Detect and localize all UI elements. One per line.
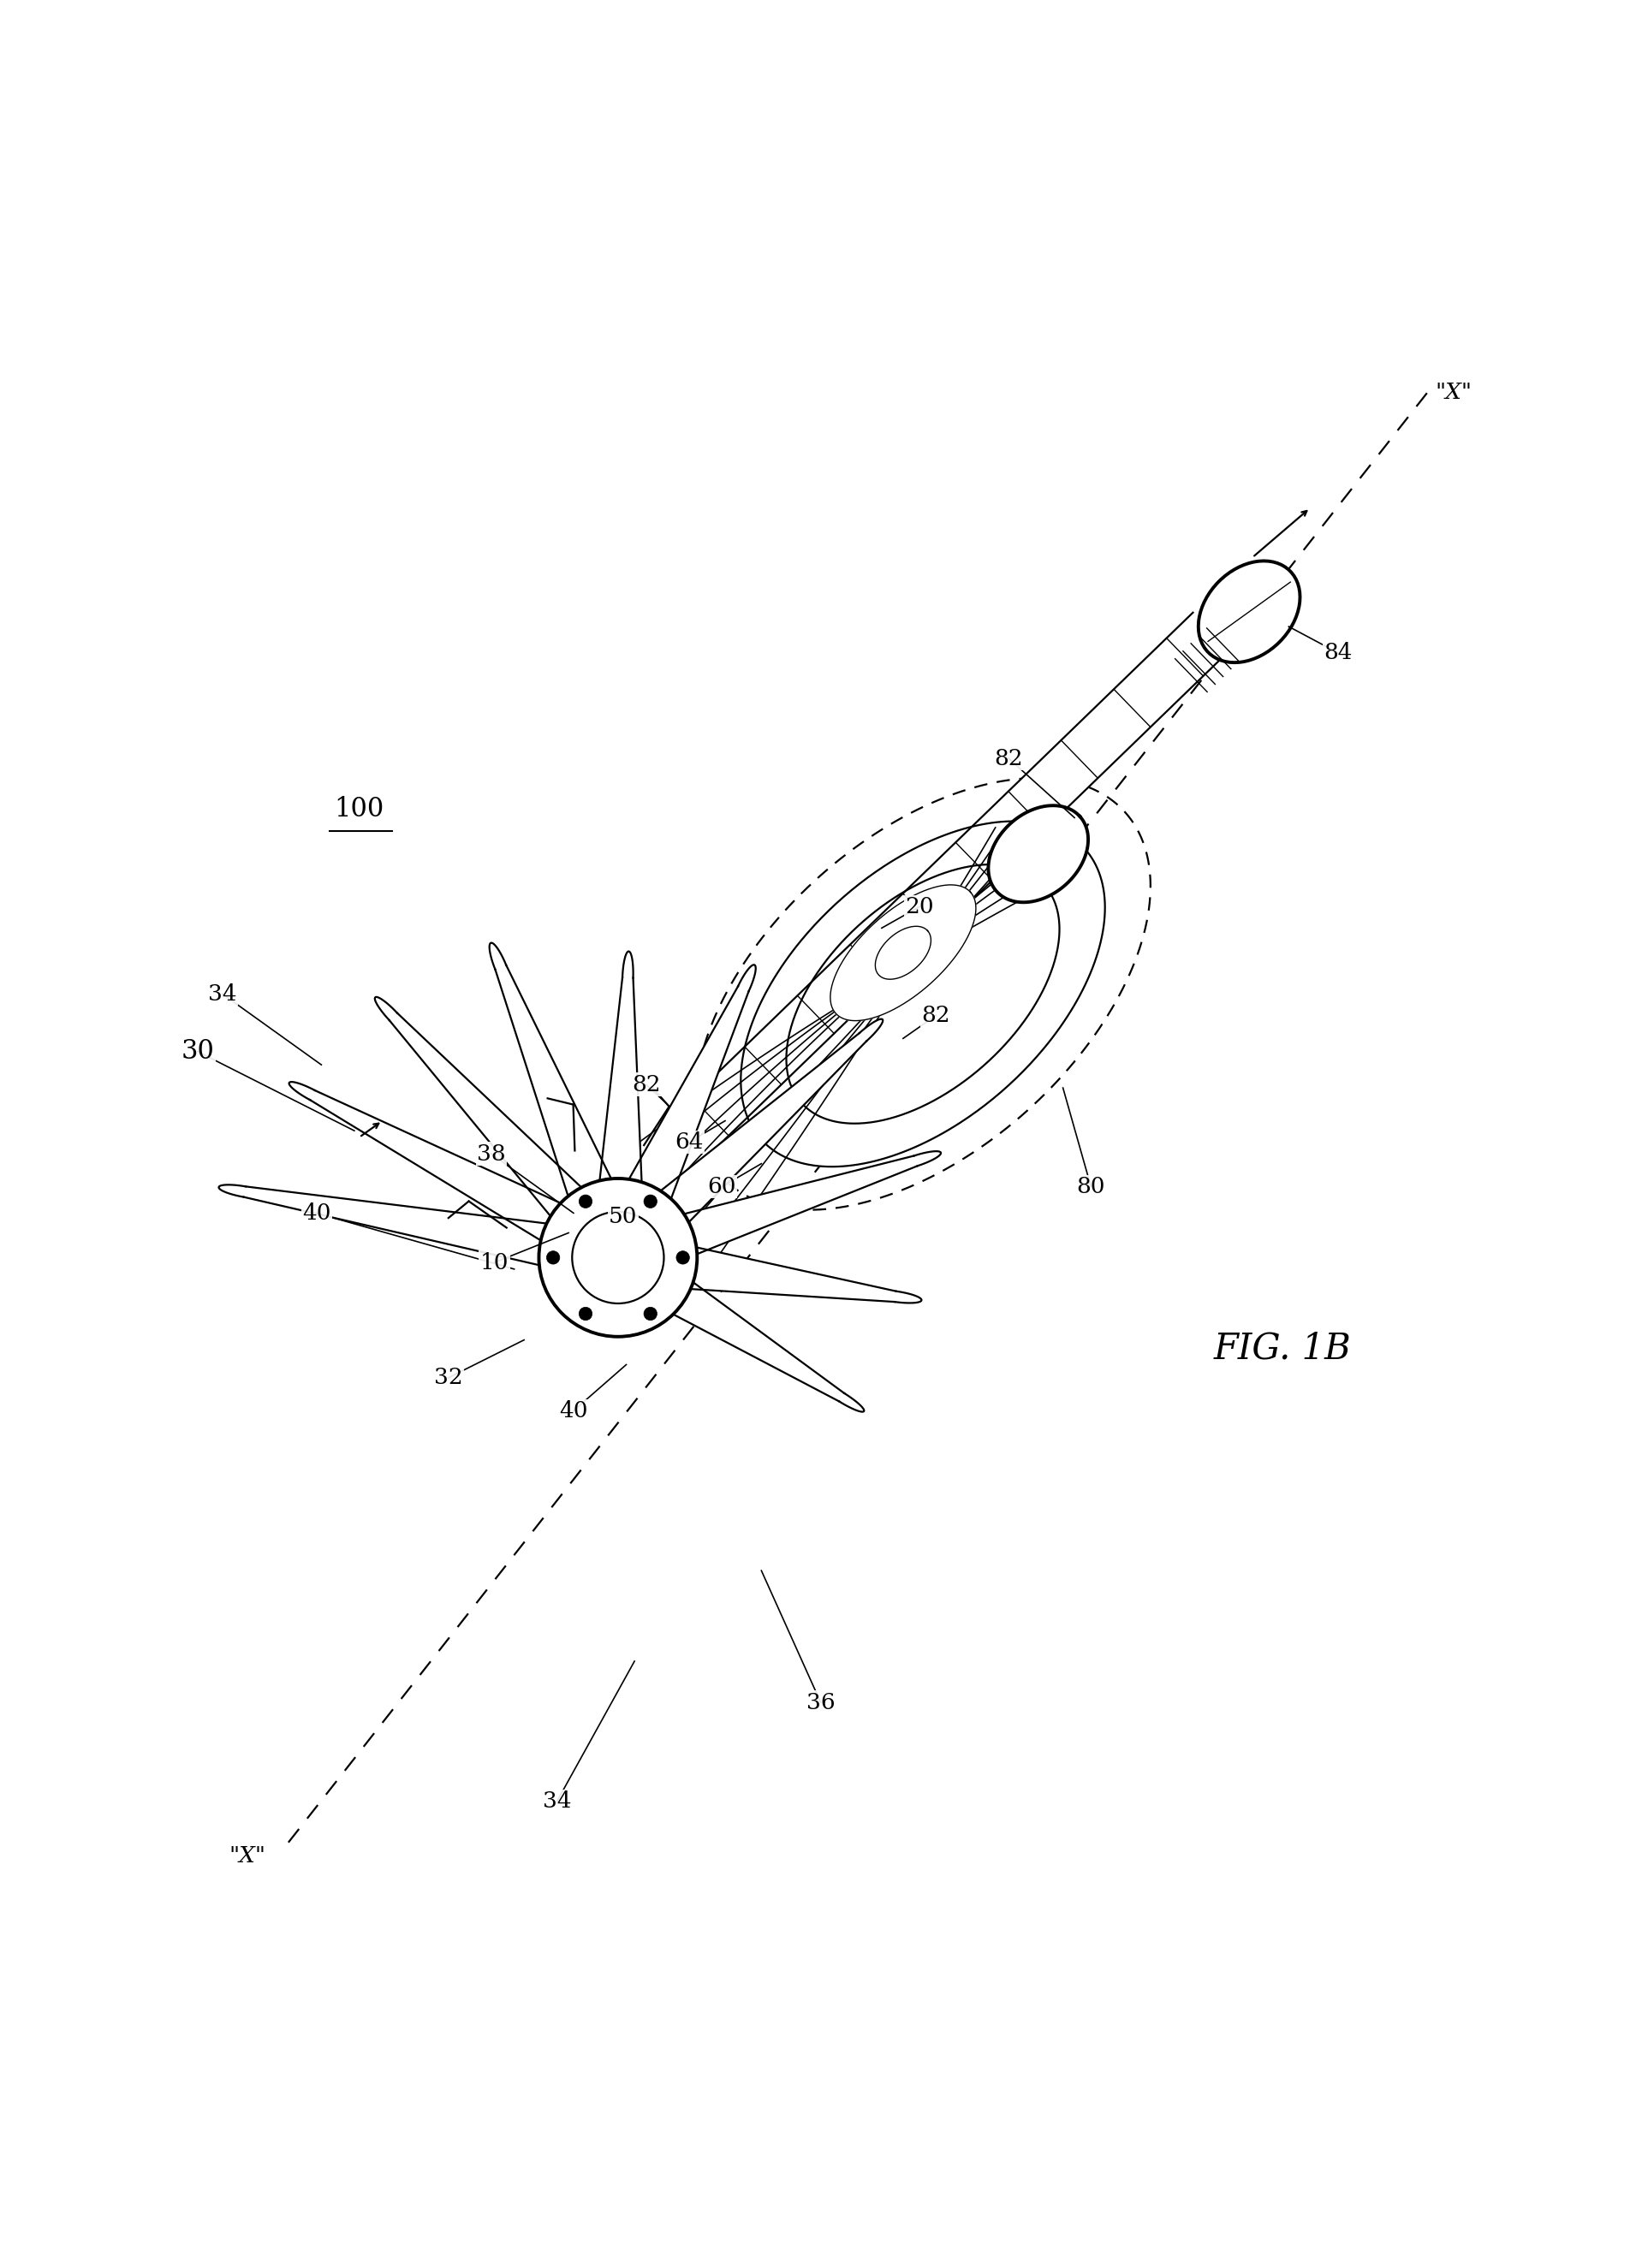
Text: 36: 36 [806, 1692, 836, 1712]
Polygon shape [666, 612, 1229, 1161]
Circle shape [547, 1252, 560, 1263]
Text: FIG. 1B: FIG. 1B [1213, 1331, 1351, 1365]
Circle shape [676, 1252, 689, 1263]
Polygon shape [667, 1279, 864, 1411]
Text: 50: 50 [608, 1207, 638, 1227]
Text: 82: 82 [994, 748, 1023, 769]
Polygon shape [686, 1245, 921, 1304]
Text: 32: 32 [433, 1368, 463, 1388]
Text: 38: 38 [476, 1143, 506, 1163]
Circle shape [578, 1306, 592, 1320]
Text: 34: 34 [542, 1789, 572, 1812]
Polygon shape [626, 964, 756, 1202]
Polygon shape [374, 998, 585, 1220]
Text: 64: 64 [674, 1132, 704, 1152]
Text: 30: 30 [181, 1039, 214, 1066]
Text: 10: 10 [480, 1252, 509, 1272]
Ellipse shape [1198, 560, 1300, 662]
Polygon shape [786, 864, 1060, 1123]
Polygon shape [742, 821, 1104, 1166]
Text: 40: 40 [302, 1202, 331, 1225]
Text: 82: 82 [921, 1005, 951, 1025]
Text: 82: 82 [631, 1073, 661, 1095]
Circle shape [539, 1179, 697, 1336]
Polygon shape [600, 950, 641, 1186]
Text: "X": "X" [1435, 381, 1472, 404]
Circle shape [644, 1306, 658, 1320]
Polygon shape [489, 943, 613, 1200]
Polygon shape [679, 1152, 941, 1256]
Text: 80: 80 [1076, 1177, 1106, 1198]
Text: 60: 60 [707, 1177, 737, 1198]
Polygon shape [219, 1184, 552, 1266]
Circle shape [644, 1195, 658, 1209]
Polygon shape [656, 1018, 883, 1227]
Text: 84: 84 [1323, 642, 1353, 665]
Text: 34: 34 [208, 984, 237, 1005]
Text: 100: 100 [335, 796, 384, 823]
Text: 20: 20 [905, 896, 934, 916]
Circle shape [578, 1195, 592, 1209]
Text: 40: 40 [559, 1399, 588, 1422]
Polygon shape [288, 1082, 565, 1243]
Polygon shape [831, 885, 976, 1021]
Polygon shape [989, 805, 1088, 903]
Text: "X": "X" [229, 1844, 265, 1867]
